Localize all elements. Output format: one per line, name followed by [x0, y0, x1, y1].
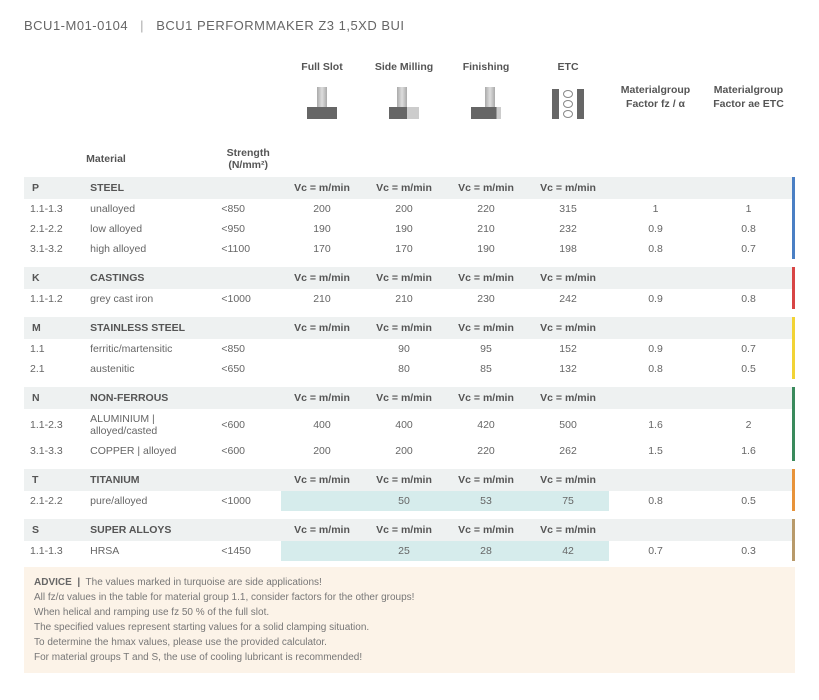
etc-icon — [527, 77, 609, 143]
col-header-etc: ETC — [527, 53, 609, 77]
material-label: Material — [84, 143, 215, 177]
data-row: 2.1austenitic<65080851320.80.5 — [24, 359, 795, 379]
data-row: 3.1-3.3COPPER | alloyed<6002002002202621… — [24, 441, 795, 461]
data-row: 2.1-2.2low alloyed<9501901902102320.90.8 — [24, 219, 795, 239]
product-code: BCU1-M01-0104 — [24, 18, 128, 33]
group-row-S: SSUPER ALLOYSVc = m/minVc = m/minVc = m/… — [24, 519, 795, 541]
col-header-mg-fz: Materialgroup Factor fz / α — [609, 53, 702, 143]
data-row: 1.1ferritic/martensitic<85090951520.90.7 — [24, 339, 795, 359]
group-row-K: KCASTINGSVc = m/minVc = m/minVc = m/minV… — [24, 267, 795, 289]
header-separator: | — [140, 18, 144, 33]
col-header-full-slot: Full Slot — [281, 53, 363, 77]
advice-label: ADVICE — [34, 577, 72, 588]
data-row: 1.1-2.3ALUMINIUM | alloyed/casted<600400… — [24, 409, 795, 441]
data-row: 2.1-2.2pure/alloyed<10005053750.80.5 — [24, 491, 795, 511]
group-row-P: PSTEELVc = m/minVc = m/minVc = m/minVc =… — [24, 177, 795, 199]
col-header-side-milling: Side Milling — [363, 53, 445, 77]
group-row-T: TTITANIUMVc = m/minVc = m/minVc = m/minV… — [24, 469, 795, 491]
data-row: 1.1-1.3unalloyed<85020020022031511 — [24, 199, 795, 219]
data-row: 1.1-1.3HRSA<14502528420.70.3 — [24, 541, 795, 561]
finishing-icon — [445, 77, 527, 143]
page-header: BCU1-M01-0104 | BCU1 PERFORMMAKER Z3 1,5… — [24, 18, 795, 33]
strength-label: Strength (N/mm²) — [215, 143, 281, 177]
col-header-finishing: Finishing — [445, 53, 527, 77]
group-row-N: NNON-FERROUSVc = m/minVc = m/minVc = m/m… — [24, 387, 795, 409]
data-row: 1.1-1.2grey cast iron<10002102102302420.… — [24, 289, 795, 309]
data-row: 3.1-3.2high alloyed<11001701701901980.80… — [24, 239, 795, 259]
side-milling-icon — [363, 77, 445, 143]
cutting-data-table: Full Slot Side Milling Finishing ETC Mat… — [24, 53, 795, 561]
group-row-M: MSTAINLESS STEELVc = m/minVc = m/minVc =… — [24, 317, 795, 339]
advice-box: ADVICE | The values marked in turquoise … — [24, 567, 795, 673]
col-header-mg-ae: Materialgroup Factor ae ETC — [702, 53, 795, 143]
full-slot-icon — [281, 77, 363, 143]
product-name: BCU1 PERFORMMAKER Z3 1,5XD BUI — [156, 18, 404, 33]
